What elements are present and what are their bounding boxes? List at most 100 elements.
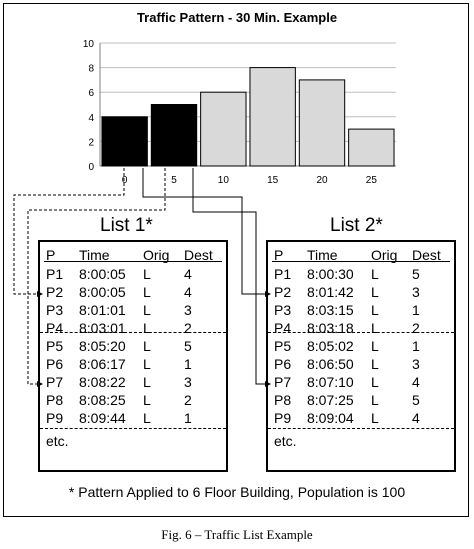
- bar-chart: 0 2 4 6 8 10 0 5 10 15 20 25: [83, 39, 396, 186]
- footnote: * Pattern Applied to 6 Floor Building, P…: [68, 484, 406, 500]
- destination-floor: 4: [412, 374, 420, 390]
- passenger-id: P4: [274, 320, 292, 336]
- list1-header-underline: [44, 261, 222, 262]
- table-row: P3 8:03:15 L 1: [274, 301, 450, 319]
- arrival-time: 8:01:01: [79, 302, 126, 318]
- destination-floor: 5: [184, 338, 192, 354]
- destination-floor: 3: [412, 356, 420, 372]
- arrival-time: 8:06:17: [79, 356, 126, 372]
- origin-floor: L: [143, 410, 151, 426]
- list2-etc: etc.: [274, 433, 297, 449]
- table-row: P8 8:07:25 L 5: [274, 391, 450, 409]
- destination-floor: 4: [184, 284, 192, 300]
- destination-floor: 3: [184, 374, 192, 390]
- origin-floor: L: [371, 284, 379, 300]
- list2-header-underline: [272, 261, 450, 262]
- destination-floor: 1: [412, 338, 420, 354]
- y-tick-label: 4: [88, 113, 94, 124]
- destination-floor: 1: [412, 302, 420, 318]
- table-row: P4 8:03:01 L 2: [46, 319, 222, 337]
- bar-0: [101, 116, 148, 167]
- origin-floor: L: [371, 410, 379, 426]
- bar-15: [249, 67, 296, 167]
- passenger-id: P3: [274, 302, 292, 318]
- table-row: P5 8:05:20 L 5: [46, 337, 222, 355]
- destination-floor: 4: [412, 410, 420, 426]
- arrival-time: 8:01:42: [307, 284, 354, 300]
- destination-floor: 5: [412, 392, 420, 408]
- table-row: P5 8:05:02 L 1: [274, 337, 450, 355]
- list2-header-dest: Dest: [412, 247, 441, 263]
- list2-header-orig: Orig: [371, 247, 398, 263]
- passenger-id: P4: [46, 320, 64, 336]
- table-row: P7 8:08:22 L 3: [46, 373, 222, 391]
- passenger-id: P5: [46, 338, 64, 354]
- list1-interval-divider-2: [40, 428, 226, 429]
- passenger-id: P9: [274, 410, 292, 426]
- origin-floor: L: [143, 374, 151, 390]
- origin-floor: L: [143, 392, 151, 408]
- list2-box: P Time Orig Dest etc. P1 8:00:30 L 5 P2 8:01:…: [266, 240, 456, 472]
- table-row: P1 8:00:05 L 4: [46, 265, 222, 283]
- destination-floor: 1: [184, 410, 192, 426]
- arrival-time: 8:03:15: [307, 302, 354, 318]
- table-row: P6 8:06:17 L 1: [46, 355, 222, 373]
- origin-floor: L: [371, 356, 379, 372]
- list2-title: List 2*: [330, 215, 383, 236]
- table-row: P1 8:00:30 L 5: [274, 265, 450, 283]
- chart-title: Traffic Pattern - 30 Min. Example: [136, 10, 338, 25]
- passenger-id: P6: [46, 356, 64, 372]
- table-row: P9 8:09:04 L 4: [274, 409, 450, 427]
- arrival-time: 8:09:44: [79, 410, 126, 426]
- passenger-id: P1: [46, 266, 64, 282]
- origin-floor: L: [143, 338, 151, 354]
- y-tick-label: 6: [88, 88, 94, 99]
- table-row: P6 8:06:50 L 3: [274, 355, 450, 373]
- figure-caption: Fig. 6 – Traffic List Example: [161, 527, 313, 542]
- arrival-time: 8:08:25: [79, 392, 126, 408]
- y-tick-label: 0: [88, 162, 94, 173]
- destination-floor: 1: [184, 356, 192, 372]
- bar-5: [150, 104, 198, 167]
- origin-floor: L: [371, 302, 379, 318]
- destination-floor: 2: [184, 392, 192, 408]
- origin-floor: L: [143, 266, 151, 282]
- origin-floor: L: [371, 266, 379, 282]
- x-tick-label: 25: [366, 175, 378, 186]
- arrival-time: 8:03:01: [79, 320, 126, 336]
- bar-20: [298, 79, 346, 167]
- arrival-time: 8:07:25: [307, 392, 354, 408]
- passenger-id: P2: [274, 284, 292, 300]
- bar-10: [200, 91, 247, 167]
- table-row: P7 8:07:10 L 4: [274, 373, 450, 391]
- origin-floor: L: [143, 302, 151, 318]
- origin-floor: L: [371, 392, 379, 408]
- table-row: P2 8:01:42 L 3: [274, 283, 450, 301]
- destination-floor: 3: [412, 284, 420, 300]
- origin-floor: L: [371, 374, 379, 390]
- arrival-time: 8:05:02: [307, 338, 354, 354]
- arrival-time: 8:00:05: [79, 284, 126, 300]
- arrival-time: 8:05:20: [79, 338, 126, 354]
- passenger-id: P5: [274, 338, 292, 354]
- origin-floor: L: [143, 356, 151, 372]
- x-tick-label: 20: [316, 175, 328, 186]
- passenger-id: P7: [46, 374, 64, 390]
- arrival-time: 8:00:05: [79, 266, 126, 282]
- figure-frame: [3, 3, 469, 517]
- arrival-time: 8:08:22: [79, 374, 126, 390]
- passenger-id: P3: [46, 302, 64, 318]
- arrival-time: 8:00:30: [307, 266, 354, 282]
- y-tick-label: 2: [88, 137, 94, 148]
- passenger-id: P8: [274, 392, 292, 408]
- passenger-id: P9: [46, 410, 64, 426]
- list1-box: P Time Orig Dest etc. P1 8:00:05 L 4 P2 8:00:…: [38, 240, 228, 472]
- x-tick-label: 15: [267, 175, 279, 186]
- table-row: P9 8:09:44 L 1: [46, 409, 222, 427]
- list2-header-row: P Time Orig Dest: [274, 246, 450, 264]
- arrival-time: 8:09:04: [307, 410, 354, 426]
- list2-header-time: Time: [307, 247, 338, 263]
- x-tick-label: 5: [171, 175, 177, 186]
- origin-floor: L: [371, 320, 379, 336]
- passenger-id: P1: [274, 266, 292, 282]
